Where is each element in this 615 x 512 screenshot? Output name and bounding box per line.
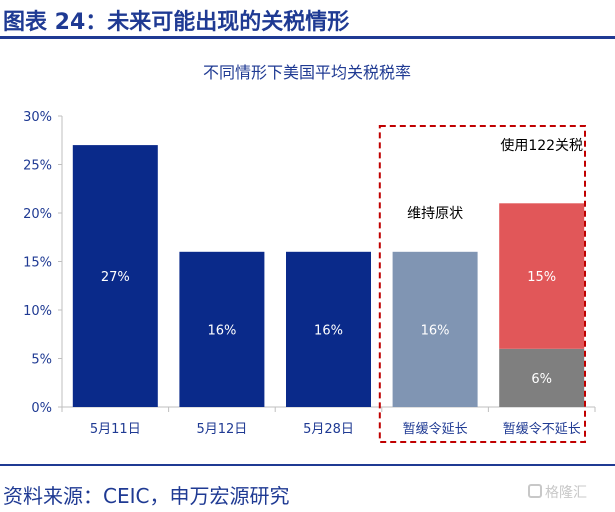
bar-data-label: 16% [314, 323, 343, 338]
y-tick-label: 15% [23, 256, 52, 271]
y-tick-label: 10% [23, 304, 52, 319]
watermark-icon [528, 484, 542, 498]
bar-segment [499, 203, 585, 349]
figure-footer: 资料来源：CEIC，申万宏源研究 格隆汇 [0, 462, 615, 512]
figure-header: 图表 24：未来可能出现的关税情形 [0, 0, 615, 42]
source-note: 资料来源：CEIC，申万宏源研究 [3, 484, 290, 508]
x-tick-label: 5月11日 [90, 422, 141, 437]
y-tick-label: 30% [23, 110, 52, 125]
x-tick-label: 5月12日 [196, 422, 247, 437]
highlight-dashed-box [378, 125, 586, 443]
y-tick-label: 0% [31, 401, 52, 416]
y-tick-label: 25% [23, 159, 52, 174]
x-tick-label: 5月28日 [303, 422, 354, 437]
bar-chart: 不同情形下美国平均关税税率 0% 5% 10% 15% 20% 25% 30% 5月11日 5月1… [23, 63, 596, 443]
watermark-text: 格隆汇 [545, 485, 587, 501]
bar-data-label: 27% [101, 270, 130, 285]
annotation-text: 维持原状 [407, 206, 463, 222]
bar-data-label: 16% [207, 323, 236, 338]
bar-segment [286, 251, 371, 407]
footer-rule [0, 464, 615, 466]
bar-data-label: 6% [531, 372, 552, 387]
bar-segment [179, 251, 265, 407]
x-tick-label: 暂缓令不延长 [503, 422, 581, 437]
chart-title: 不同情形下美国平均关税税率 [203, 63, 411, 82]
chart-area: 不同情形下美国平均关税税率 0% 5% 10% 15% 20% 25% 30% 5月11日 5月1… [0, 42, 615, 462]
bar-segment [499, 348, 585, 407]
bar-data-label: 15% [527, 270, 556, 285]
annotation-text: 使用122关税 [500, 137, 583, 154]
bar-segment [72, 145, 158, 407]
header-rule [0, 36, 615, 39]
bar-data-label: 16% [421, 323, 450, 338]
figure-title: 图表 24：未来可能出现的关税情形 [3, 10, 350, 35]
x-tick-label: 暂缓令延长 [403, 422, 468, 437]
bar-segment [392, 251, 478, 407]
y-tick-label: 5% [31, 353, 52, 368]
y-tick-label: 20% [23, 207, 52, 222]
